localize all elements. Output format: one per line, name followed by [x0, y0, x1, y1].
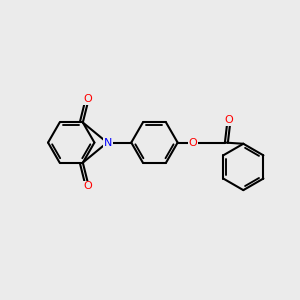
Text: O: O [84, 94, 93, 104]
Text: O: O [189, 138, 197, 148]
Text: O: O [84, 182, 93, 191]
Text: O: O [224, 115, 233, 125]
Text: N: N [103, 138, 112, 148]
